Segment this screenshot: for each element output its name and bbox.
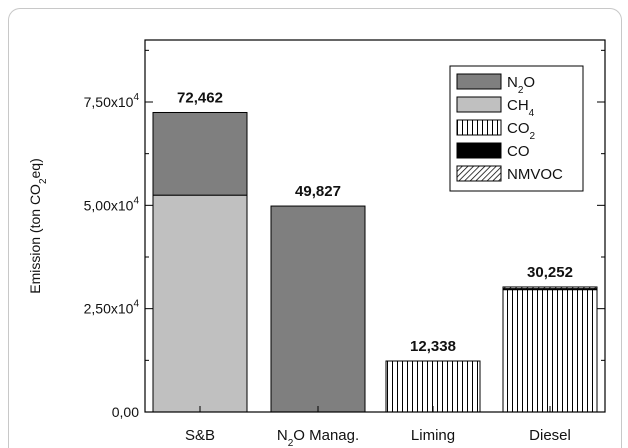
legend-swatch: [456, 119, 502, 136]
y-tick-label: 7,50x104: [84, 92, 140, 110]
bar-segment-nmvoc-3: [502, 286, 598, 290]
y-tick-label: 0,00: [112, 404, 139, 420]
bar-segment-co2-3: [502, 289, 598, 413]
bar-total-label: 12,338: [410, 338, 456, 355]
y-tick-label: 2,50x104: [84, 299, 140, 317]
legend-label: NMVOC: [507, 166, 563, 183]
bar-segment-n2-1: [270, 205, 366, 413]
bar-total-label: 72,462: [177, 89, 223, 106]
bar-segment-n2-0: [152, 111, 248, 196]
legend-swatch: [456, 96, 502, 113]
bar-total-label: 49,827: [295, 183, 341, 200]
bar-segment-co2-2: [385, 360, 481, 413]
bar-segment-ch4-0: [152, 194, 248, 413]
bar-total-label: 30,252: [527, 264, 573, 281]
x-tick-label: Diesel: [529, 427, 571, 444]
y-axis-title: Emission (ton CO2eq): [27, 158, 49, 294]
legend-swatch: [456, 142, 502, 159]
chart-frame: [8, 8, 622, 448]
x-tick-label: S&B: [185, 427, 215, 444]
x-tick-label: N2O Manag.: [277, 427, 359, 448]
legend-label: CO2: [507, 120, 536, 142]
plot-area-frame: [144, 39, 606, 413]
x-tick-label: Liming: [411, 427, 455, 444]
legend-label: N2O: [507, 74, 535, 96]
legend-swatch: [456, 73, 502, 90]
y-tick-label: 5,00x104: [84, 195, 140, 213]
legend-swatch: [456, 165, 502, 182]
legend-label: CO: [507, 143, 530, 160]
legend-label: CH4: [507, 97, 535, 119]
